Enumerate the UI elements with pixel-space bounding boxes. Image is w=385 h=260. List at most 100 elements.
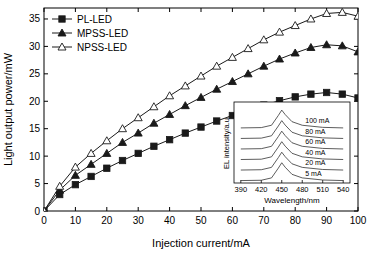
inset-x-tick-label: 480 (296, 185, 309, 194)
y-tick (44, 128, 48, 129)
marker (44, 207, 48, 211)
legend-label: NPSS-LED (77, 42, 127, 53)
series-line (44, 92, 358, 211)
x-tick (201, 207, 202, 211)
marker (166, 136, 172, 142)
marker (228, 78, 236, 85)
marker (213, 62, 221, 69)
marker (182, 130, 188, 136)
inset-x-tick-label: 390 (235, 185, 248, 194)
x-axis-label: Injection current/mA (152, 237, 250, 249)
marker (56, 182, 64, 189)
marker (44, 207, 48, 211)
x-tick-label: 100 (350, 215, 367, 226)
inset-x-axis-label: Wavelength/nm (264, 196, 320, 205)
marker (150, 119, 158, 126)
marker (198, 124, 204, 130)
x-tick (106, 8, 107, 12)
y-axis-label: Light output power/mW (2, 52, 14, 166)
y-tick-label: 5 (34, 178, 40, 189)
marker (71, 171, 79, 178)
marker (292, 94, 298, 100)
y-tick (354, 156, 358, 157)
marker (166, 92, 174, 99)
marker (338, 8, 346, 15)
x-tick (44, 8, 45, 12)
y-tick-label: 10 (29, 151, 41, 162)
x-tick-label: 40 (164, 215, 176, 226)
marker (135, 150, 141, 156)
marker (214, 118, 220, 124)
x-tick (75, 8, 76, 12)
y-tick (44, 73, 48, 74)
inset-y-axis-label: EL intensity/a.u. (222, 116, 231, 169)
series-line (241, 152, 343, 170)
x-tick-label: 10 (70, 215, 82, 226)
marker (87, 160, 95, 167)
marker (307, 44, 315, 51)
marker (134, 129, 142, 136)
inset-x-tick (302, 180, 303, 183)
y-tick (354, 46, 358, 47)
series-line (241, 142, 343, 160)
x-tick (75, 207, 76, 211)
marker (244, 70, 252, 77)
marker (228, 53, 236, 60)
y-tick-label: 20 (29, 96, 41, 107)
marker (197, 72, 205, 79)
legend: PL-LEDMPSS-LEDNPSS-LED (52, 14, 128, 53)
series-line (44, 12, 358, 211)
series-group (44, 8, 358, 211)
legend-marker (59, 16, 65, 22)
legend-marker (58, 29, 66, 36)
y-tick (354, 211, 358, 212)
x-tick (169, 207, 170, 211)
marker (355, 95, 358, 101)
legend-label: MPSS-LED (77, 28, 128, 39)
x-tick (232, 207, 233, 211)
marker (71, 163, 79, 170)
marker (338, 42, 346, 49)
y-tick (44, 101, 48, 102)
x-tick (263, 207, 264, 211)
marker (276, 28, 284, 35)
marker (291, 49, 299, 56)
inset-x-tick-label: 450 (276, 185, 289, 194)
inset-frame (234, 102, 350, 183)
x-tick-label: 80 (290, 215, 302, 226)
marker (197, 93, 205, 100)
y-tick (354, 73, 358, 74)
inset-x-tick-label: 510 (316, 185, 329, 194)
x-tick (138, 207, 139, 211)
inset-x-tick-label: 540 (337, 185, 350, 194)
marker (87, 149, 95, 156)
series-line (241, 110, 343, 128)
marker (72, 181, 78, 187)
y-tick (44, 46, 48, 47)
marker (134, 114, 142, 121)
y-tick (354, 128, 358, 129)
inset-x-tick (281, 180, 282, 183)
series-line (241, 163, 343, 181)
marker (181, 82, 189, 89)
series-line (44, 45, 358, 211)
y-tick-label: 0 (34, 206, 40, 217)
y-tick-label: 25 (29, 68, 41, 79)
y-tick-label: 35 (29, 13, 41, 24)
x-tick (263, 8, 264, 12)
x-tick (169, 8, 170, 12)
inset-series-label: 60 mA (305, 138, 326, 145)
x-tick-label: 90 (321, 215, 333, 226)
marker (213, 85, 221, 92)
marker (339, 91, 345, 97)
x-tick (232, 8, 233, 12)
inset-series-label: 80 mA (305, 128, 326, 135)
marker (244, 45, 252, 52)
x-tick (295, 207, 296, 211)
marker (323, 9, 331, 16)
inset-x-tick (322, 180, 323, 183)
marker (181, 102, 189, 109)
marker (308, 91, 314, 97)
marker (104, 165, 110, 171)
marker (119, 157, 125, 163)
